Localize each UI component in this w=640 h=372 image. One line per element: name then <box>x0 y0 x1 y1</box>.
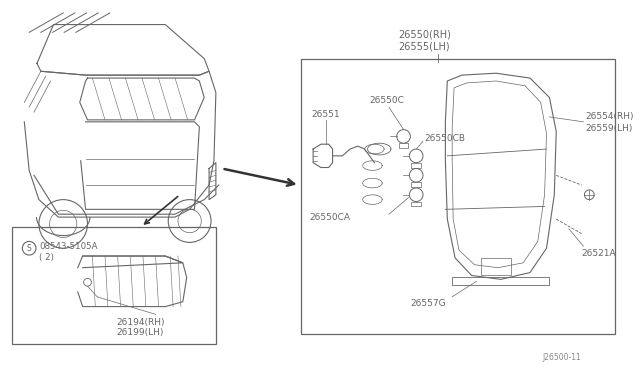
Text: 26550CB: 26550CB <box>424 134 465 143</box>
Text: 26550C: 26550C <box>369 96 404 105</box>
Text: S: S <box>27 244 31 253</box>
Bar <box>452 278 549 285</box>
Text: 26199(LH): 26199(LH) <box>116 328 164 337</box>
Text: 08543-5105A: 08543-5105A <box>39 242 97 251</box>
Bar <box>412 182 421 187</box>
Text: 26559(LH): 26559(LH) <box>586 124 633 133</box>
Bar <box>412 202 421 206</box>
Text: ( 2): ( 2) <box>39 253 54 263</box>
Bar <box>412 163 421 167</box>
Text: 26194(RH): 26194(RH) <box>116 318 165 327</box>
Text: 26521A: 26521A <box>582 248 616 257</box>
Bar <box>399 143 408 148</box>
Text: 26555(LH): 26555(LH) <box>399 42 451 52</box>
Bar <box>12 227 216 343</box>
Text: 26550CA: 26550CA <box>309 213 350 222</box>
Bar <box>481 258 511 275</box>
Bar <box>301 59 614 334</box>
Text: 26551: 26551 <box>311 109 340 119</box>
Text: 26550(RH): 26550(RH) <box>399 29 452 39</box>
Text: 26557G: 26557G <box>410 299 446 308</box>
Text: J26500-11: J26500-11 <box>543 353 581 362</box>
Text: 26554(RH): 26554(RH) <box>586 112 634 121</box>
